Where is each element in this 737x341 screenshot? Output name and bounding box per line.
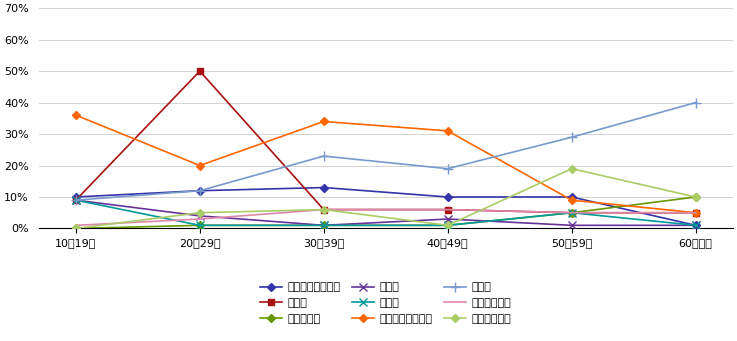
Line: 転　動: 転 動 <box>72 68 699 216</box>
交通の利便性 <box>319 208 328 212</box>
Line: 就　学: 就 学 <box>71 196 700 229</box>
Line: 卒　業: 卒 業 <box>71 196 700 229</box>
卒　業 <box>71 198 80 202</box>
就職・転職・転業 <box>691 223 700 227</box>
交通の利便性 <box>443 208 452 212</box>
住　宅 <box>443 167 452 171</box>
生活の利便性 <box>691 195 700 199</box>
交通の利便性 <box>195 217 204 221</box>
生活の利便性 <box>319 208 328 212</box>
転　動 <box>319 208 328 212</box>
結婚・離婚・組組 <box>567 198 576 202</box>
住　宅 <box>691 101 700 105</box>
転　動 <box>567 211 576 215</box>
卒　業 <box>691 223 700 227</box>
卒　業 <box>319 223 328 227</box>
就職・転職・転業 <box>71 195 80 199</box>
生活の利便性 <box>71 226 80 231</box>
Line: 住　宅: 住 宅 <box>71 98 700 205</box>
就　学 <box>195 214 204 218</box>
Legend: 就職・転職・転業, 転　動, 退職・廣業, 就　学, 卒　業, 結婚・離婚・組組, 住　宅, 交通の利便性, 生活の利便性: 就職・転職・転業, 転 動, 退職・廣業, 就 学, 卒 業, 結婚・離婚・組組… <box>260 282 511 324</box>
生活の利便性 <box>443 223 452 227</box>
就　学 <box>319 223 328 227</box>
就職・転職・転業 <box>443 195 452 199</box>
Line: 交通の利便性: 交通の利便性 <box>76 210 696 225</box>
結婚・離婚・組組 <box>319 119 328 123</box>
卒　業 <box>195 223 204 227</box>
転　動 <box>195 69 204 73</box>
退職・廣業 <box>567 211 576 215</box>
卒　業 <box>443 223 452 227</box>
Line: 結婚・離婚・組組: 結婚・離婚・組組 <box>73 113 699 216</box>
結婚・離婚・組組 <box>443 129 452 133</box>
就職・転職・転業 <box>319 186 328 190</box>
退職・廣業 <box>319 223 328 227</box>
交通の利便性 <box>567 211 576 215</box>
退職・廣業 <box>691 195 700 199</box>
Line: 退職・廣業: 退職・廣業 <box>73 194 699 231</box>
就　学 <box>691 223 700 227</box>
住　宅 <box>71 198 80 202</box>
住　宅 <box>195 189 204 193</box>
卒　業 <box>567 211 576 215</box>
交通の利便性 <box>691 211 700 215</box>
生活の利便性 <box>195 211 204 215</box>
結婚・離婚・組組 <box>691 211 700 215</box>
結婚・離婚・組組 <box>71 113 80 117</box>
就職・転職・転業 <box>195 189 204 193</box>
転　動 <box>691 211 700 215</box>
転　動 <box>71 198 80 202</box>
就　学 <box>71 198 80 202</box>
生活の利便性 <box>567 167 576 171</box>
退職・廣業 <box>195 223 204 227</box>
退職・廣業 <box>71 226 80 231</box>
住　宅 <box>567 135 576 139</box>
転　動 <box>443 208 452 212</box>
結婚・離婚・組組 <box>195 163 204 167</box>
住　宅 <box>319 154 328 158</box>
交通の利便性 <box>71 223 80 227</box>
就　学 <box>567 223 576 227</box>
就職・転職・転業 <box>567 195 576 199</box>
就　学 <box>443 217 452 221</box>
Line: 就職・転職・転業: 就職・転職・転業 <box>73 185 699 228</box>
退職・廣業 <box>443 223 452 227</box>
Line: 生活の利便性: 生活の利便性 <box>73 166 699 231</box>
